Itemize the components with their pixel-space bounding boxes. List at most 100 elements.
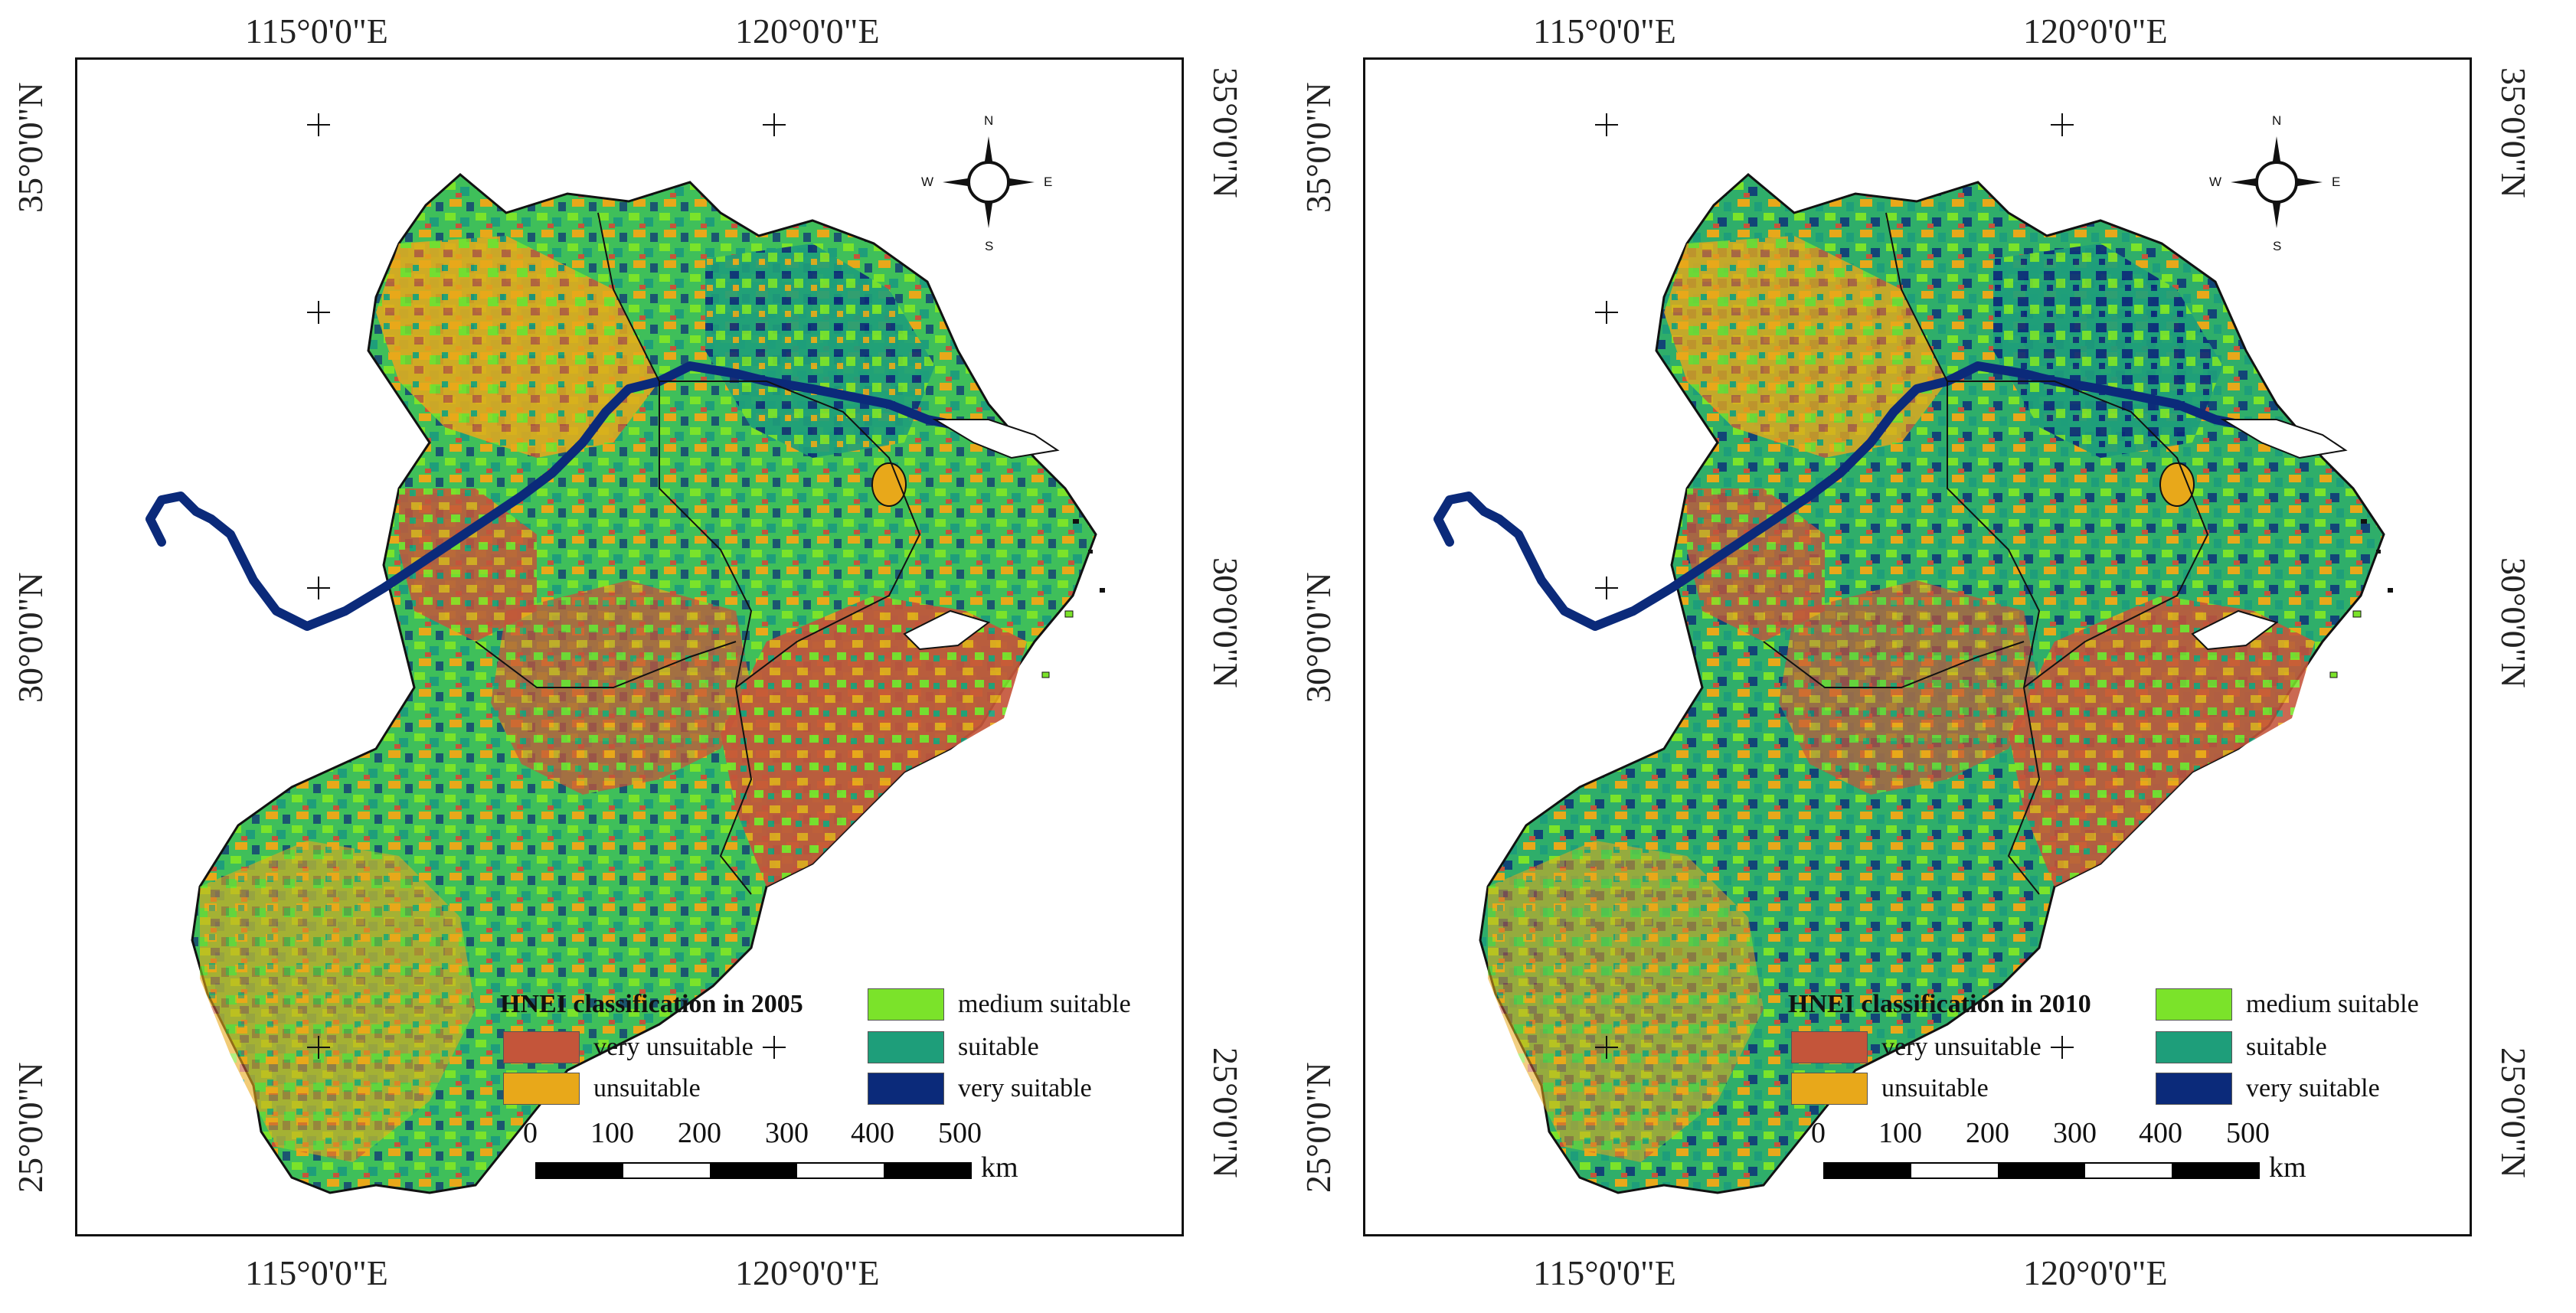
lon-label-bottom-115: 115°0'0"E bbox=[245, 1253, 388, 1292]
compass-n: N bbox=[2272, 113, 2282, 128]
island bbox=[2329, 671, 2338, 678]
legend-item-suitable: suitable bbox=[868, 1030, 1039, 1064]
zone-south-central bbox=[491, 580, 751, 795]
legend-swatch bbox=[503, 1031, 580, 1063]
estuary bbox=[2220, 419, 2348, 459]
scale-number: 100 bbox=[590, 1117, 634, 1149]
island bbox=[1041, 671, 1050, 678]
lat-label-left-25: 25°0'0"N bbox=[1299, 1062, 1338, 1193]
scale-number: 0 bbox=[1811, 1117, 1826, 1149]
legend-title: HNEI classification in 2005 bbox=[500, 990, 803, 1018]
bay bbox=[903, 609, 991, 651]
scale-number: 300 bbox=[2053, 1117, 2097, 1149]
zone-northwest bbox=[1664, 236, 1947, 458]
lat-label-right-25: 25°0'0"N bbox=[1206, 1047, 1245, 1178]
compass-s: S bbox=[2273, 239, 2282, 253]
legend-swatch bbox=[1791, 1073, 1868, 1105]
lon-label-top-115: 115°0'0"E bbox=[245, 11, 388, 51]
compass-e: E bbox=[2332, 175, 2341, 189]
lat-label-left-25: 25°0'0"N bbox=[11, 1062, 50, 1193]
graticule-crosses bbox=[1595, 113, 2074, 1059]
lat-label-right-35: 35°0'0"N bbox=[2494, 67, 2533, 198]
province-boundary bbox=[1885, 212, 2041, 895]
scale-number: 200 bbox=[1966, 1117, 2009, 1149]
legend-item-suitable: suitable bbox=[2156, 1030, 2327, 1064]
island bbox=[2361, 519, 2367, 524]
river bbox=[145, 361, 970, 631]
lat-label-left-30: 30°0'0"N bbox=[11, 572, 50, 703]
lon-label-bottom-115: 115°0'0"E bbox=[1533, 1253, 1676, 1292]
lat-label-left-35: 35°0'0"N bbox=[1299, 82, 1338, 213]
legend-item-unsuitable: unsuitable bbox=[1791, 1072, 1989, 1106]
island bbox=[1100, 588, 1105, 593]
lat-label-right-30: 30°0'0"N bbox=[2494, 557, 2533, 688]
compass-s: S bbox=[985, 239, 994, 253]
compass-e: E bbox=[1044, 175, 1053, 189]
zone-west bbox=[1687, 488, 1825, 642]
scale-number: 100 bbox=[1878, 1117, 1922, 1149]
zone-south-central bbox=[1779, 580, 2039, 795]
lat-label-left-35: 35°0'0"N bbox=[11, 82, 50, 213]
scale-number: 400 bbox=[2139, 1117, 2182, 1149]
lat-label-right-30: 30°0'0"N bbox=[1206, 557, 1245, 688]
legend-item-unsuitable: unsuitable bbox=[503, 1072, 701, 1106]
legend-swatch bbox=[503, 1073, 580, 1105]
zone-west bbox=[399, 488, 537, 642]
map-panel-2010: 115°0'0"E 120°0'0"E 115°0'0"E 120°0'0"E … bbox=[1288, 0, 2576, 1313]
province-boundary bbox=[1947, 381, 2209, 688]
legend-item-very-unsuitable: very unsuitable bbox=[503, 1030, 754, 1064]
compass-w: W bbox=[921, 175, 934, 189]
legend-title: HNEI classification in 2010 bbox=[1788, 990, 2091, 1018]
legend-item-medium-suitable: medium suitable bbox=[868, 988, 1131, 1021]
legend-swatch bbox=[2156, 1073, 2232, 1105]
lon-label-top-115: 115°0'0"E bbox=[1533, 11, 1676, 51]
graticule-crosses bbox=[307, 113, 786, 1059]
legend-swatch bbox=[2156, 988, 2232, 1021]
legend-swatch bbox=[868, 1073, 944, 1105]
legend-swatch bbox=[2156, 1031, 2232, 1063]
scale-number: 200 bbox=[678, 1117, 721, 1149]
scale-unit: km bbox=[2269, 1151, 2306, 1184]
scale-unit: km bbox=[981, 1151, 1018, 1184]
zone-southeast bbox=[721, 596, 1027, 887]
region-map bbox=[145, 113, 1105, 1194]
province-boundary bbox=[597, 212, 753, 895]
zone-northwest bbox=[376, 236, 659, 458]
zone-southeast bbox=[2009, 596, 2315, 887]
province-boundary bbox=[1763, 641, 2025, 688]
scale-number: 0 bbox=[523, 1117, 538, 1149]
map-frame: N S E W HNEI classification in 2005 very… bbox=[75, 57, 1184, 1236]
zone-southwest bbox=[1488, 841, 1764, 1162]
island bbox=[2388, 588, 2393, 593]
island bbox=[1073, 519, 1079, 524]
lon-label-bottom-120: 120°0'0"E bbox=[735, 1253, 880, 1292]
legend-swatch bbox=[868, 988, 944, 1021]
region-map bbox=[1433, 113, 2393, 1194]
compass-w: W bbox=[2209, 175, 2222, 189]
island bbox=[1088, 550, 1093, 554]
province-boundary bbox=[659, 381, 921, 688]
lon-label-top-120: 120°0'0"E bbox=[2023, 11, 2168, 51]
compass-n: N bbox=[984, 113, 994, 128]
province-boundary bbox=[475, 641, 737, 688]
scale-number: 400 bbox=[851, 1117, 894, 1149]
scale-number: 500 bbox=[2226, 1117, 2270, 1149]
lat-label-right-35: 35°0'0"N bbox=[1206, 67, 1245, 198]
compass-rose-icon bbox=[943, 136, 1035, 228]
legend-item-very-suitable: very suitable bbox=[2156, 1072, 2380, 1106]
legend-item-very-unsuitable: very unsuitable bbox=[1791, 1030, 2042, 1064]
lake bbox=[871, 462, 907, 507]
island bbox=[2352, 610, 2362, 618]
lake bbox=[2159, 462, 2195, 507]
scale-number: 300 bbox=[765, 1117, 809, 1149]
legend-item-medium-suitable: medium suitable bbox=[2156, 988, 2419, 1021]
island bbox=[1064, 610, 1074, 618]
legend-item-very-suitable: very suitable bbox=[868, 1072, 1092, 1106]
legend-swatch bbox=[1791, 1031, 1868, 1063]
bay bbox=[2191, 609, 2279, 651]
lon-label-top-120: 120°0'0"E bbox=[735, 11, 880, 51]
scale-number: 500 bbox=[938, 1117, 982, 1149]
compass-rose-icon bbox=[2231, 136, 2323, 228]
map-frame: N S E W HNEI classification in 2010 very… bbox=[1363, 57, 2472, 1236]
island bbox=[2376, 550, 2381, 554]
